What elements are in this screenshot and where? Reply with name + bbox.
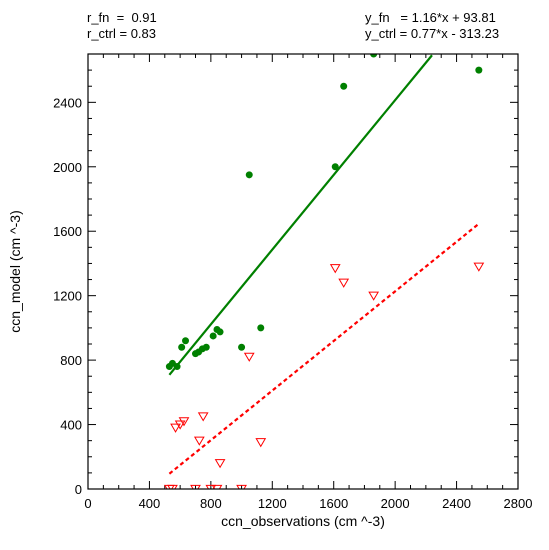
point-fn bbox=[173, 363, 181, 371]
x-tick-label: 800 bbox=[200, 496, 222, 511]
y-tick-label: 1200 bbox=[53, 289, 82, 304]
x-axis-label: ccn_observations (cm ^-3) bbox=[221, 513, 385, 529]
point-fn bbox=[182, 337, 190, 345]
point-ctrl bbox=[170, 423, 181, 433]
fit-lines-layer bbox=[168, 54, 480, 475]
point-fn bbox=[209, 332, 217, 340]
point-ctrl bbox=[190, 484, 201, 489]
x-tick-label: 1600 bbox=[319, 496, 348, 511]
points-layer bbox=[164, 54, 485, 489]
y-fn-annotation: y_fn = 1.16*x + 93.81 bbox=[365, 10, 496, 25]
point-fn bbox=[238, 343, 246, 351]
point-fn bbox=[340, 82, 348, 90]
x-tick-label: 2000 bbox=[381, 496, 410, 511]
ticks-layer: 0 400 800 1200 1600 2000 2400 2800 0 400 800 1200 16… bbox=[53, 53, 533, 511]
point-ctrl bbox=[214, 459, 226, 469]
y-axis-label: ccn_model (cm ^-3) bbox=[7, 210, 23, 333]
y-tick-label: 2000 bbox=[53, 160, 82, 175]
point-fn bbox=[202, 343, 210, 351]
point-ctrl bbox=[197, 412, 209, 422]
point-ctrl bbox=[211, 484, 223, 489]
x-tick-label: 2800 bbox=[504, 496, 533, 511]
point-fn bbox=[331, 163, 339, 171]
r-fn-annotation: r_fn = 0.91 bbox=[87, 10, 157, 25]
point-ctrl bbox=[236, 484, 247, 489]
y-ctrl-annotation: y_ctrl = 0.77*x - 313.23 bbox=[365, 26, 500, 41]
point-ctrl bbox=[205, 484, 217, 489]
fit-line-fn bbox=[168, 54, 433, 376]
y-tick-label: 2400 bbox=[53, 95, 82, 110]
point-ctrl bbox=[473, 262, 485, 272]
point-ctrl bbox=[329, 264, 341, 274]
point-fn bbox=[216, 328, 224, 336]
point-ctrl bbox=[255, 438, 267, 448]
point-ctrl bbox=[167, 484, 178, 489]
y-tick-label: 1600 bbox=[53, 224, 82, 239]
point-fn bbox=[475, 66, 483, 74]
y-tick-label: 0 bbox=[75, 482, 82, 497]
plot-frame bbox=[87, 53, 519, 490]
x-tick-label: 0 bbox=[84, 496, 91, 511]
x-tick-label: 400 bbox=[139, 496, 161, 511]
point-fn bbox=[178, 343, 186, 351]
x-tick-label: 1200 bbox=[258, 496, 287, 511]
x-tick-label: 2400 bbox=[442, 496, 471, 511]
point-fn bbox=[370, 54, 378, 58]
point-ctrl bbox=[193, 436, 205, 446]
point-ctrl bbox=[368, 291, 380, 301]
y-tick-label: 800 bbox=[60, 353, 82, 368]
point-ctrl bbox=[338, 278, 350, 288]
point-ctrl bbox=[243, 352, 255, 362]
y-tick-label: 400 bbox=[60, 418, 82, 433]
point-ctrl bbox=[174, 420, 186, 430]
point-ctrl bbox=[178, 417, 190, 427]
r-ctrl-annotation: r_ctrl = 0.83 bbox=[87, 26, 157, 41]
fit-line-ctrl bbox=[168, 222, 480, 475]
point-fn bbox=[257, 324, 265, 332]
point-fn bbox=[245, 171, 253, 179]
